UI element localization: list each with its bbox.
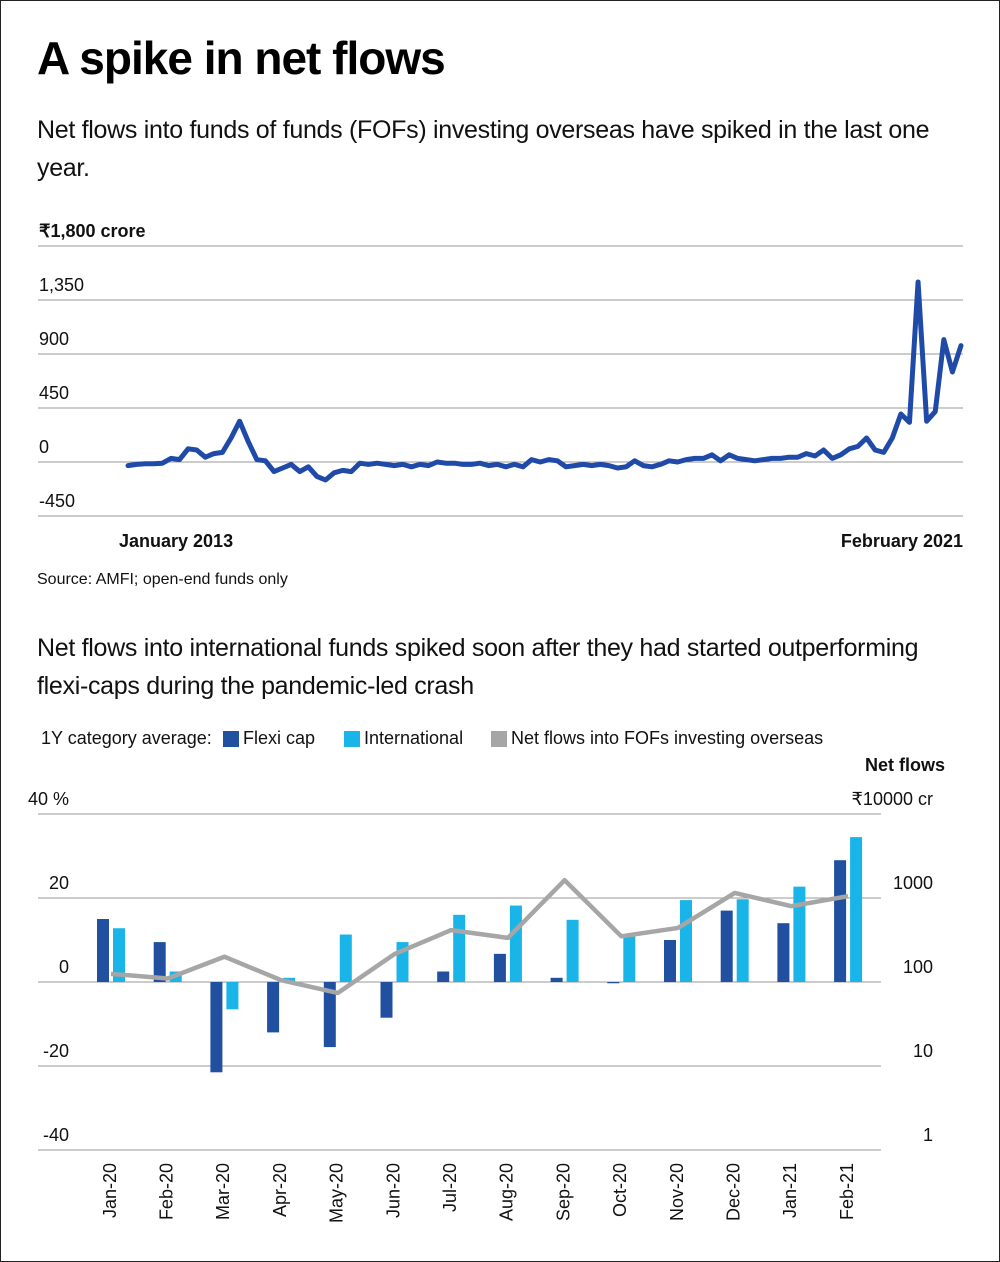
bar [323, 982, 336, 1048]
bar [623, 935, 636, 982]
line [125, 279, 964, 483]
legend-label: Net flows into FOFs investing overseas [511, 728, 823, 748]
x-tick-label: Feb-21 [837, 1163, 857, 1220]
source-note: Source: AMFI; open-end funds only [37, 571, 288, 588]
bar [226, 982, 239, 1010]
bar [437, 971, 450, 982]
bar [97, 919, 109, 982]
y2-tick-label: 1000 [893, 873, 933, 893]
line [110, 877, 849, 996]
bar [566, 919, 579, 982]
bar [720, 910, 733, 982]
chart-title: Net flows into international funds spike… [37, 634, 919, 700]
y-tick-label: 0 [59, 957, 69, 977]
y2-tick-label: 10 [913, 1041, 933, 1061]
y-tick-label: 1,350 [39, 275, 84, 295]
bar [153, 942, 166, 982]
bar [267, 982, 280, 1033]
y-tick-label: -450 [39, 491, 75, 511]
bar [680, 900, 692, 982]
y-tick-label: 900 [39, 329, 69, 349]
x-tick-label: January 2013 [119, 531, 233, 551]
y-tick-label: 40 % [28, 789, 69, 809]
y-tick-label: -20 [43, 1041, 69, 1061]
bar [113, 928, 125, 982]
legend-label: International [364, 728, 463, 748]
x-tick-label: Mar-20 [213, 1163, 233, 1220]
x-tick-label: Jul-20 [440, 1163, 460, 1212]
x-tick-label: February 2021 [841, 531, 963, 551]
legend-title: 1Y category average: [41, 728, 212, 748]
x-tick-label: Dec-20 [723, 1163, 743, 1221]
x-tick-label: Oct-20 [610, 1163, 630, 1217]
y-tick-label: 0 [39, 437, 49, 457]
y2-tick-label: 1 [923, 1125, 933, 1145]
legend-swatch [223, 731, 239, 747]
x-tick-label: Jan-21 [780, 1163, 800, 1218]
bar [339, 934, 352, 982]
bar [793, 886, 806, 982]
x-tick-label: May-20 [327, 1163, 347, 1223]
bar [493, 953, 506, 982]
bar [210, 982, 223, 1073]
bar [453, 914, 466, 982]
bar [380, 982, 393, 1018]
bar [850, 837, 863, 982]
legend-swatch [491, 731, 507, 747]
y-tick-label: 20 [49, 873, 69, 893]
legend-label: Flexi cap [243, 728, 315, 748]
y2-axis-title: Net flows [865, 755, 945, 775]
x-tick-label: Apr-20 [270, 1163, 290, 1217]
x-tick-label: Nov-20 [667, 1163, 687, 1221]
legend-swatch [344, 731, 360, 747]
x-tick-label: Feb-20 [156, 1163, 176, 1220]
x-tick-label: Jan-20 [100, 1163, 120, 1218]
bar [777, 923, 790, 982]
bar [834, 860, 847, 982]
x-tick-label: Sep-20 [553, 1163, 573, 1221]
bar [550, 977, 563, 982]
x-tick-label: Jun-20 [383, 1163, 403, 1218]
title: A spike in net flows [37, 32, 446, 84]
bar [736, 899, 749, 982]
bar [664, 940, 676, 982]
y-tick-label: 450 [39, 383, 69, 403]
y-tick-label: ₹1,800 crore [39, 221, 146, 241]
subtitle: Net flows into funds of funds (FOFs) inv… [37, 116, 930, 182]
y2-tick-label: 100 [903, 957, 933, 977]
y-tick-label: -40 [43, 1125, 69, 1145]
x-tick-label: Aug-20 [497, 1163, 517, 1221]
y2-tick-label: ₹10000 cr [851, 789, 933, 809]
bar [607, 982, 620, 984]
bar [509, 905, 522, 982]
